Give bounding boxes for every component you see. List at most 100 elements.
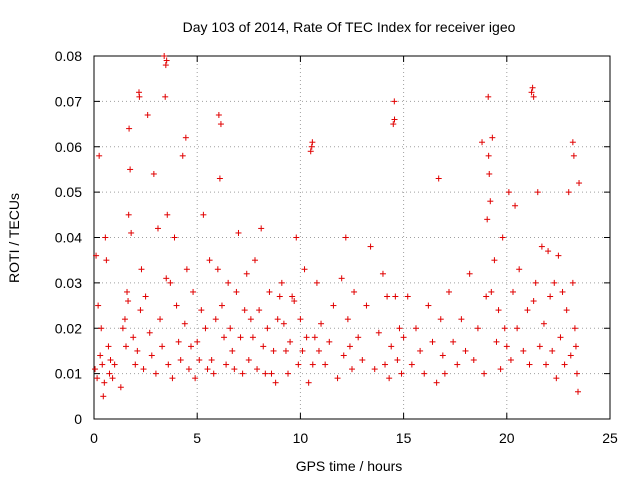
data-point [441,370,448,377]
data-point [573,370,580,377]
y-tick-label: 0.07 [55,93,82,109]
data-point [485,152,492,159]
data-point [493,338,500,345]
data-point [474,325,481,332]
data-point [322,361,329,368]
data-point [379,270,386,277]
y-axis-label: ROTI / TECUs [6,193,22,283]
data-point [98,325,105,332]
data-point [287,338,294,345]
data-point [485,93,492,100]
data-point [182,134,189,141]
data-point [206,257,213,264]
x-tick-label: 20 [499,430,515,446]
data-points [92,53,583,400]
data-point [138,266,145,273]
data-point [315,347,322,354]
data-point [221,334,228,341]
data-point [305,379,312,386]
data-point [157,316,164,323]
data-point [570,152,577,159]
data-point [121,316,128,323]
data-point [102,234,109,241]
data-point [185,366,192,373]
data-point [435,175,442,182]
data-point [307,148,314,155]
data-point [107,357,114,364]
data-point [175,338,182,345]
data-point [569,139,576,146]
data-point [124,288,131,295]
data-point [217,121,224,128]
axis-tick-labels: 0 5 10 15 20 25 0 0.01 0.02 0.03 0.04 0.05 0.06 0.07 0… [55,48,618,446]
data-point [218,302,225,309]
data-point [301,266,308,273]
data-point [526,361,533,368]
data-point [330,302,337,309]
data-point [563,307,570,314]
data-point [576,180,583,187]
axis-ticks [93,55,611,420]
data-point [520,347,527,354]
data-point [278,279,285,286]
data-point [462,347,469,354]
data-point [491,257,498,264]
data-point [163,275,170,282]
data-point [429,338,436,345]
data-point [125,298,132,305]
y-tick-label: 0.03 [55,275,82,291]
data-point [488,288,495,295]
data-point [363,302,370,309]
data-point [388,343,395,350]
data-point [532,279,539,286]
data-point [192,375,199,382]
data-point [458,316,465,323]
data-point [270,347,277,354]
x-tick-label: 5 [193,430,201,446]
data-point [173,302,180,309]
data-point [119,325,126,332]
data-point [196,357,203,364]
data-point [188,343,195,350]
data-point [371,366,378,373]
data-point [495,307,502,314]
data-point [450,338,457,345]
data-point [313,279,320,286]
data-point [417,347,424,354]
data-point [553,375,560,382]
data-point [572,343,579,350]
data-point [216,175,223,182]
data-point [212,316,219,323]
data-point [177,357,184,364]
data-point [446,288,453,295]
data-point [274,316,281,323]
y-tick-label: 0.01 [55,366,82,382]
data-point [125,211,132,218]
data-point [489,134,496,141]
data-point [507,357,514,364]
data-point [169,375,176,382]
data-point [251,257,258,264]
data-point [262,370,269,377]
data-point [344,316,351,323]
data-point [154,225,161,232]
data-point [144,111,151,118]
data-point [256,307,263,314]
x-tick-label: 10 [293,430,309,446]
y-tick-label: 0.05 [55,184,82,200]
data-point [243,270,250,277]
y-tick-label: 0.02 [55,320,82,336]
data-point [549,347,556,354]
data-point [111,361,118,368]
data-point [164,211,171,218]
data-point [289,293,296,300]
data-point [567,352,574,359]
data-point [309,361,316,368]
data-point [375,329,382,336]
data-point [346,343,353,350]
data-point [575,388,582,395]
data-point [398,370,405,377]
data-point [470,357,477,364]
data-point [122,343,129,350]
y-tick-label: 0 [74,411,82,427]
